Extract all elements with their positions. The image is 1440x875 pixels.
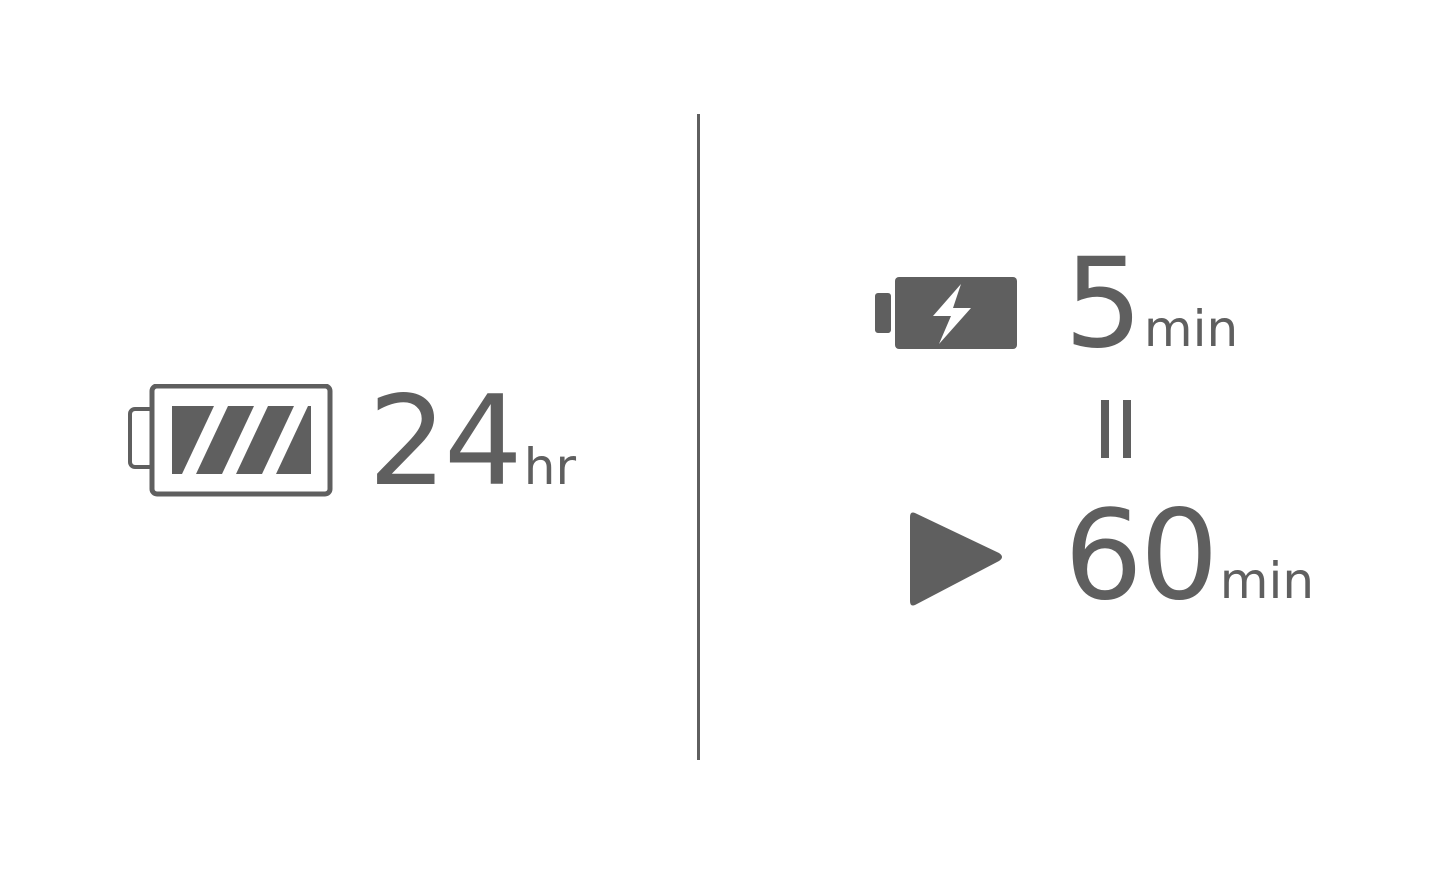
battery-life-number: 24: [368, 370, 523, 514]
battery-life-value-line: 24hr: [368, 380, 576, 504]
playback-value-line: 60min: [1064, 494, 1314, 618]
battery-life-unit: hr: [523, 438, 577, 496]
play-icon: [910, 512, 1002, 606]
section-divider: [697, 114, 700, 760]
playback-time-number: 60: [1064, 484, 1219, 628]
charge-value-line: 5min: [1064, 242, 1238, 366]
playback-time-unit: min: [1219, 552, 1315, 610]
equals-icon: [1099, 400, 1135, 458]
charge-time-number: 5: [1064, 232, 1143, 376]
battery-full-icon: [128, 384, 333, 497]
battery-charging-icon: [875, 277, 1017, 349]
charge-time-unit: min: [1143, 300, 1239, 358]
